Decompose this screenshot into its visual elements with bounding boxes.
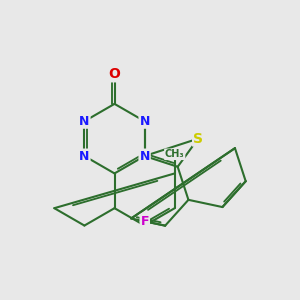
Text: N: N [79, 149, 90, 163]
Text: N: N [140, 115, 150, 128]
Text: N: N [79, 115, 90, 128]
Text: CH₃: CH₃ [165, 149, 184, 159]
Text: F: F [140, 215, 149, 228]
Text: N: N [140, 149, 150, 163]
Text: S: S [193, 132, 203, 145]
Text: O: O [109, 67, 121, 81]
